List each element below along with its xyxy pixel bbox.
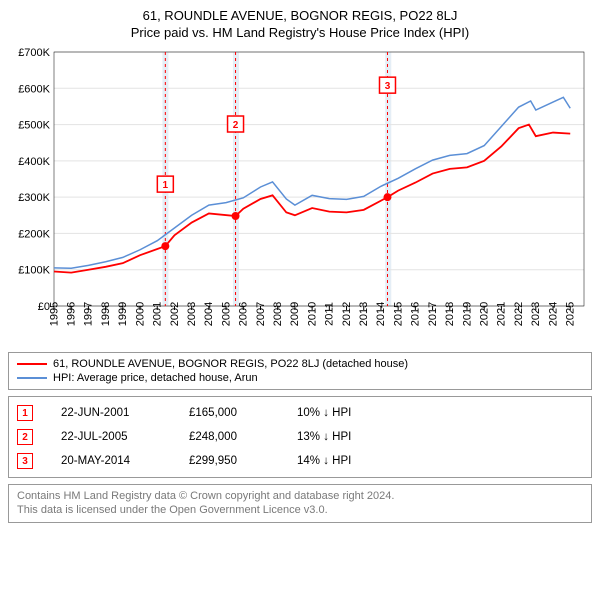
line-chart: £0£100K£200K£300K£400K£500K£600K£700K199… (8, 46, 592, 346)
legend: 61, ROUNDLE AVENUE, BOGNOR REGIS, PO22 8… (8, 352, 592, 390)
svg-text:1996: 1996 (66, 302, 78, 326)
svg-text:£300K: £300K (18, 192, 50, 204)
chart-container: £0£100K£200K£300K£400K£500K£600K£700K199… (8, 46, 592, 346)
svg-text:2013: 2013 (358, 302, 370, 326)
sale-row: 3 20-MAY-2014 £299,950 14% ↓ HPI (17, 449, 583, 473)
svg-text:2001: 2001 (152, 302, 164, 326)
svg-text:£700K: £700K (18, 47, 50, 59)
attribution-footer: Contains HM Land Registry data © Crown c… (8, 484, 592, 523)
chart-title: 61, ROUNDLE AVENUE, BOGNOR REGIS, PO22 8… (8, 8, 592, 23)
svg-text:2011: 2011 (324, 302, 336, 326)
svg-text:£400K: £400K (18, 156, 50, 168)
svg-text:3: 3 (385, 81, 391, 92)
svg-text:2009: 2009 (289, 302, 301, 326)
svg-text:2012: 2012 (341, 302, 353, 326)
svg-text:2019: 2019 (461, 302, 473, 326)
svg-text:£200K: £200K (18, 228, 50, 240)
svg-text:2018: 2018 (444, 302, 456, 326)
legend-item: HPI: Average price, detached house, Arun (17, 371, 583, 385)
sale-row: 2 22-JUL-2005 £248,000 13% ↓ HPI (17, 425, 583, 449)
svg-text:2016: 2016 (410, 302, 422, 326)
svg-text:2006: 2006 (238, 302, 250, 326)
svg-text:2025: 2025 (565, 302, 577, 326)
sale-price: £248,000 (189, 431, 269, 443)
svg-text:2008: 2008 (272, 302, 284, 326)
svg-text:2020: 2020 (478, 302, 490, 326)
svg-text:2017: 2017 (427, 302, 439, 326)
svg-text:£500K: £500K (18, 120, 50, 132)
sale-date: 20-MAY-2014 (61, 455, 161, 467)
legend-swatch (17, 363, 47, 365)
svg-text:1999: 1999 (117, 302, 129, 326)
sale-hpi-diff: 14% ↓ HPI (297, 455, 387, 467)
sale-date: 22-JUL-2005 (61, 431, 161, 443)
legend-item: 61, ROUNDLE AVENUE, BOGNOR REGIS, PO22 8… (17, 357, 583, 371)
chart-subtitle: Price paid vs. HM Land Registry's House … (8, 25, 592, 40)
svg-text:2002: 2002 (169, 302, 181, 326)
svg-text:2007: 2007 (255, 302, 267, 326)
sale-date: 22-JUN-2001 (61, 407, 161, 419)
sale-row: 1 22-JUN-2001 £165,000 10% ↓ HPI (17, 401, 583, 425)
svg-text:2024: 2024 (547, 302, 559, 326)
legend-label: 61, ROUNDLE AVENUE, BOGNOR REGIS, PO22 8… (53, 358, 408, 370)
svg-text:2: 2 (233, 120, 239, 131)
sale-hpi-diff: 10% ↓ HPI (297, 407, 387, 419)
svg-text:1: 1 (163, 180, 169, 191)
svg-text:2005: 2005 (220, 302, 232, 326)
svg-text:2014: 2014 (375, 302, 387, 326)
sale-hpi-diff: 13% ↓ HPI (297, 431, 387, 443)
svg-text:2023: 2023 (530, 302, 542, 326)
sale-badge: 3 (17, 453, 33, 469)
svg-text:1997: 1997 (83, 302, 95, 326)
sale-price: £165,000 (189, 407, 269, 419)
svg-text:2004: 2004 (203, 302, 215, 326)
svg-text:2000: 2000 (134, 302, 146, 326)
sales-table: 1 22-JUN-2001 £165,000 10% ↓ HPI 2 22-JUL-200… (8, 396, 592, 478)
footer-line: This data is licensed under the Open Gov… (17, 503, 583, 517)
svg-text:£100K: £100K (18, 265, 50, 277)
svg-text:£600K: £600K (18, 83, 50, 95)
svg-text:2010: 2010 (306, 302, 318, 326)
svg-text:2021: 2021 (496, 302, 508, 326)
sale-badge: 2 (17, 429, 33, 445)
svg-text:1998: 1998 (100, 302, 112, 326)
svg-text:2022: 2022 (513, 302, 525, 326)
svg-text:2003: 2003 (186, 302, 198, 326)
svg-text:1995: 1995 (48, 302, 60, 326)
svg-text:2015: 2015 (392, 302, 404, 326)
sale-price: £299,950 (189, 455, 269, 467)
legend-swatch (17, 377, 47, 379)
footer-line: Contains HM Land Registry data © Crown c… (17, 489, 583, 503)
sale-badge: 1 (17, 405, 33, 421)
legend-label: HPI: Average price, detached house, Arun (53, 372, 258, 384)
